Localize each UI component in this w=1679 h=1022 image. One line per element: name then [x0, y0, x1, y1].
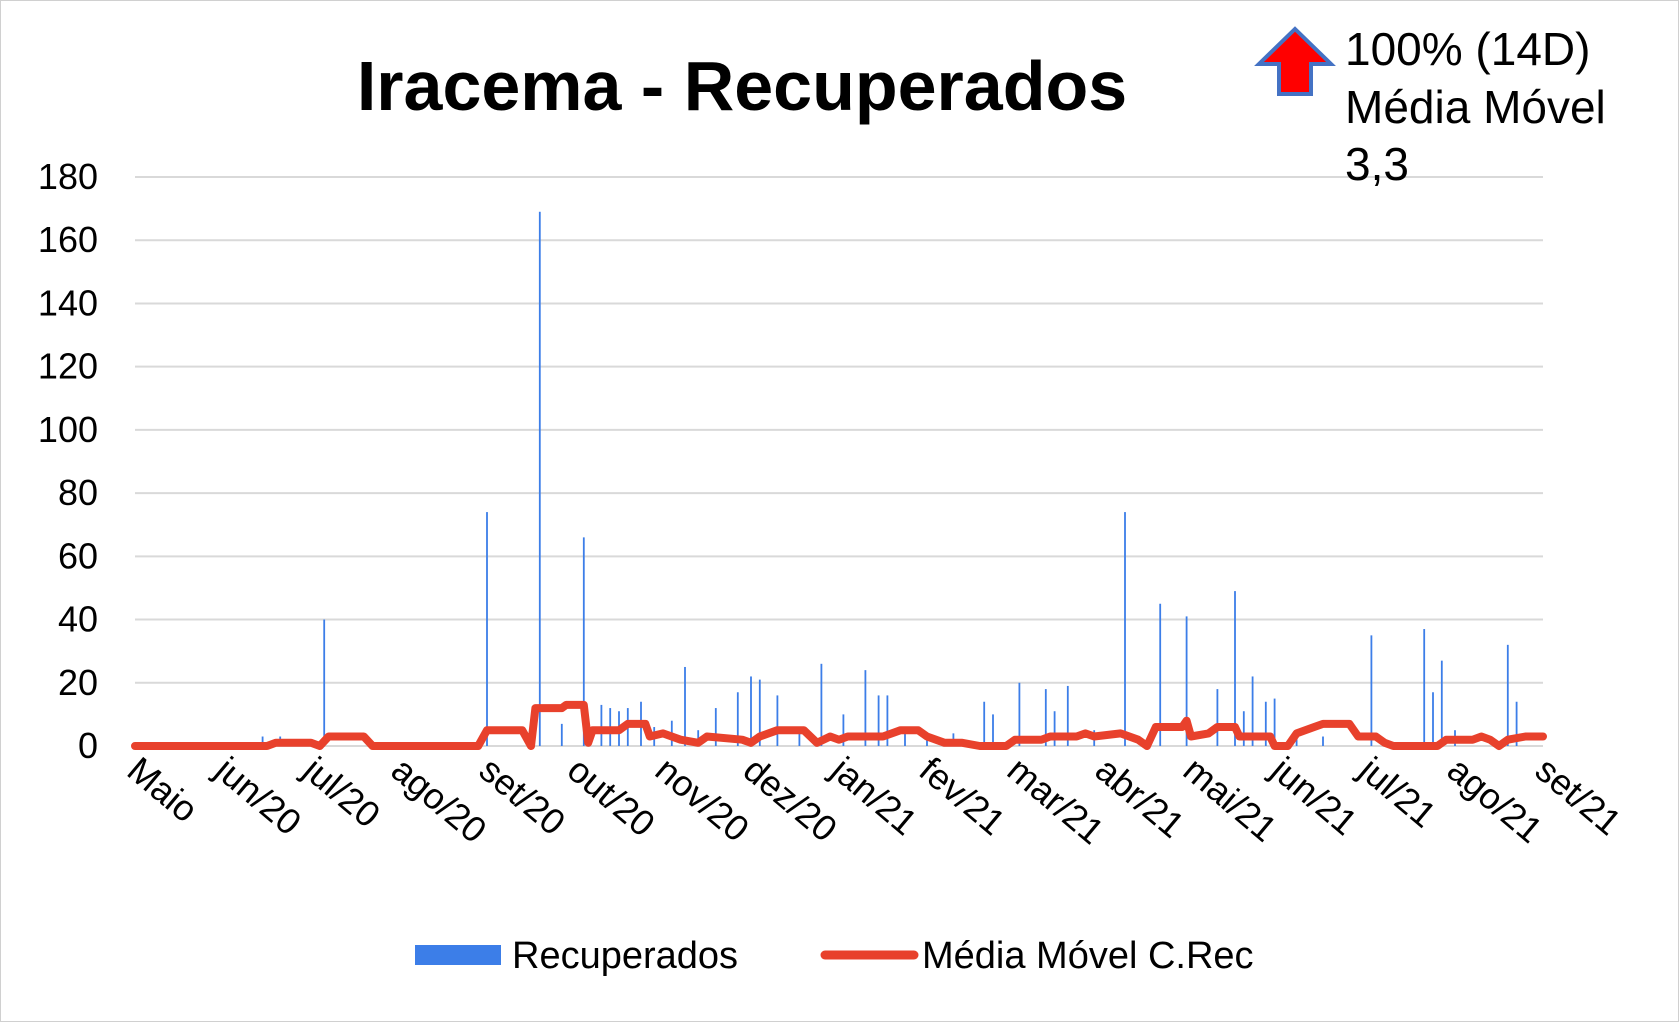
series-line	[131, 700, 1547, 750]
bar	[1423, 629, 1426, 746]
bar	[926, 736, 928, 746]
bar	[1370, 635, 1373, 746]
bar	[323, 619, 326, 746]
x-tick-label: jun/20	[207, 748, 309, 843]
legend-label-recuperados: Recuperados	[512, 935, 738, 977]
x-tick-label: Maio	[120, 749, 206, 831]
bar	[261, 736, 264, 746]
up-arrow-icon	[1254, 26, 1336, 96]
y-tick-label: 100	[38, 409, 98, 450]
bar	[1124, 512, 1126, 746]
legend: Recuperados Média Móvel C.Rec	[415, 935, 1254, 977]
bar	[1506, 644, 1509, 746]
bar	[1066, 685, 1069, 746]
bar	[820, 663, 823, 746]
bar	[1159, 603, 1162, 746]
recuperados-bars	[261, 211, 1518, 746]
bar	[1216, 689, 1219, 746]
annotation-line-2: Média Móvel	[1345, 81, 1606, 133]
media-movel-line	[131, 700, 1547, 750]
bar	[1322, 736, 1324, 746]
bar	[992, 714, 994, 746]
bar	[1018, 682, 1021, 746]
bar	[486, 512, 488, 746]
chart-title: Iracema - Recuperados	[357, 47, 1127, 125]
bar	[1234, 591, 1236, 746]
bar	[864, 670, 867, 746]
bar	[1053, 711, 1056, 746]
x-tick-label: set/20	[472, 749, 573, 843]
bar	[1515, 701, 1518, 746]
bar	[758, 679, 761, 746]
bar	[560, 723, 563, 746]
y-tick-label: 60	[58, 535, 98, 576]
x-tick-label: out/20	[560, 749, 663, 845]
y-tick-label: 80	[58, 472, 98, 513]
legend-swatch-recuperados	[415, 945, 501, 965]
y-tick-label: 0	[78, 725, 98, 766]
gridlines	[135, 176, 1543, 747]
bar	[983, 701, 986, 746]
bar	[538, 211, 541, 746]
y-tick-label: 140	[38, 282, 98, 323]
x-tick-label: set/21	[1528, 749, 1629, 843]
bar	[736, 692, 739, 746]
bar	[1432, 692, 1434, 746]
bar	[1242, 711, 1245, 746]
bar	[600, 704, 603, 746]
bar	[1273, 698, 1276, 746]
bar	[904, 730, 906, 746]
bar	[1440, 660, 1443, 746]
y-tick-label: 20	[58, 662, 98, 703]
x-tick-label: ago/20	[384, 749, 495, 851]
y-tick-label: 160	[38, 219, 98, 260]
x-axis-ticks: Maio jun/20jul/20ago/20set/20out/20nov/20…	[120, 748, 1629, 852]
y-tick-label: 40	[58, 599, 98, 640]
x-tick-label: nov/20	[648, 749, 757, 850]
annotation-line-1: 100% (14D)	[1345, 23, 1590, 75]
x-tick-label: jun/21	[1263, 748, 1365, 843]
bar	[1264, 701, 1267, 746]
bar	[776, 695, 779, 746]
bar	[582, 537, 585, 746]
x-tick-label: dez/20	[736, 749, 845, 850]
x-tick-label: abr/21	[1088, 749, 1193, 846]
annotation-line-3: 3,3	[1345, 138, 1409, 190]
x-tick-label: jul/20	[295, 748, 388, 835]
annotation: 100% (14D) Média Móvel 3,3	[1254, 23, 1606, 190]
y-tick-label: 180	[38, 156, 98, 197]
bar	[684, 666, 686, 746]
bar	[1251, 676, 1254, 746]
legend-label-media-movel: Média Móvel C.Rec	[922, 935, 1254, 977]
bar	[1185, 616, 1188, 746]
bar	[877, 695, 880, 746]
x-tick-label: jul/21	[1351, 748, 1444, 835]
y-tick-label: 120	[38, 346, 98, 387]
x-tick-label: jan/21	[823, 748, 925, 843]
bar	[1044, 689, 1047, 746]
bar	[886, 695, 889, 746]
x-tick-label: mai/21	[1176, 749, 1285, 850]
bar	[842, 714, 845, 746]
bar	[798, 730, 801, 746]
x-tick-label: ago/21	[1440, 749, 1551, 851]
x-tick-label: fev/21	[912, 749, 1013, 843]
bar	[750, 676, 752, 746]
x-tick-label: mar/21	[1000, 749, 1112, 852]
y-axis-ticks: 0 20 40 60 80 100 120 140 160 180	[38, 156, 98, 766]
bar	[714, 708, 717, 746]
